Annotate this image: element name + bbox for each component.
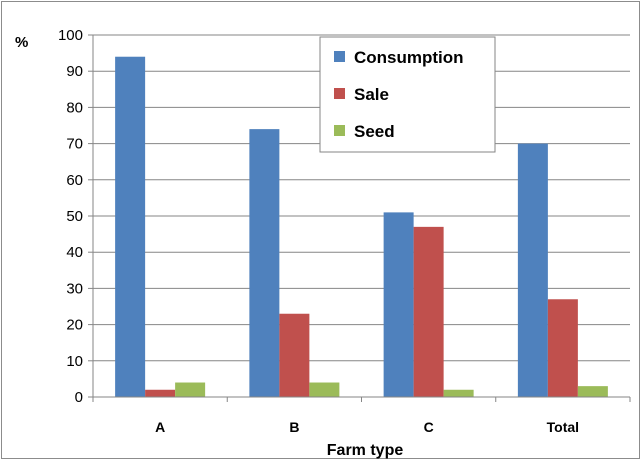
- category-label: C: [424, 419, 434, 435]
- bar-sale-b: [279, 313, 310, 397]
- bar-consumption-c: [383, 212, 414, 397]
- legend-swatch: [334, 88, 345, 99]
- bar-seed-total: [577, 386, 608, 397]
- category-label: B: [289, 419, 299, 435]
- y-tick-label: 10: [66, 353, 83, 370]
- y-tick-label: 80: [66, 99, 83, 116]
- y-axis-label: %: [15, 34, 28, 51]
- bar-consumption-total: [517, 143, 548, 397]
- legend-box: [319, 36, 496, 153]
- y-tick-label: 40: [66, 244, 83, 261]
- y-tick-label: 60: [66, 172, 83, 189]
- bars: [115, 56, 608, 397]
- bar-seed-b: [309, 382, 340, 397]
- category-label: A: [155, 419, 165, 435]
- legend-swatch: [334, 51, 345, 62]
- bar-consumption-b: [249, 129, 280, 397]
- bar-seed-c: [443, 389, 474, 397]
- y-tick-label: 70: [66, 136, 83, 153]
- legend-label: Seed: [354, 122, 395, 141]
- y-tick-label: 100: [58, 27, 83, 44]
- category-labels: A B C Total: [155, 419, 579, 435]
- category-label: Total: [547, 419, 579, 435]
- bar-seed-a: [175, 382, 206, 397]
- legend: Consumption Sale Seed: [319, 36, 496, 153]
- bar-sale-c: [413, 226, 444, 397]
- x-axis-label: Farm type: [327, 442, 404, 459]
- bar-sale-a: [145, 389, 176, 397]
- bar-consumption-a: [115, 56, 146, 397]
- y-tick-label: 50: [66, 208, 83, 225]
- y-tick-label: 20: [66, 317, 83, 334]
- bar-sale-total: [547, 299, 578, 397]
- y-tick-labels: 0 10 20 30 40 50 60 70 80 90 100: [58, 27, 83, 406]
- legend-label: Sale: [354, 85, 389, 104]
- legend-swatch: [334, 125, 345, 136]
- x-tick-marks: [92, 397, 631, 402]
- legend-label: Consumption: [354, 48, 464, 67]
- y-tick-label: 30: [66, 280, 83, 297]
- y-tick-label: 90: [66, 63, 83, 80]
- y-tick-label: 0: [75, 389, 83, 406]
